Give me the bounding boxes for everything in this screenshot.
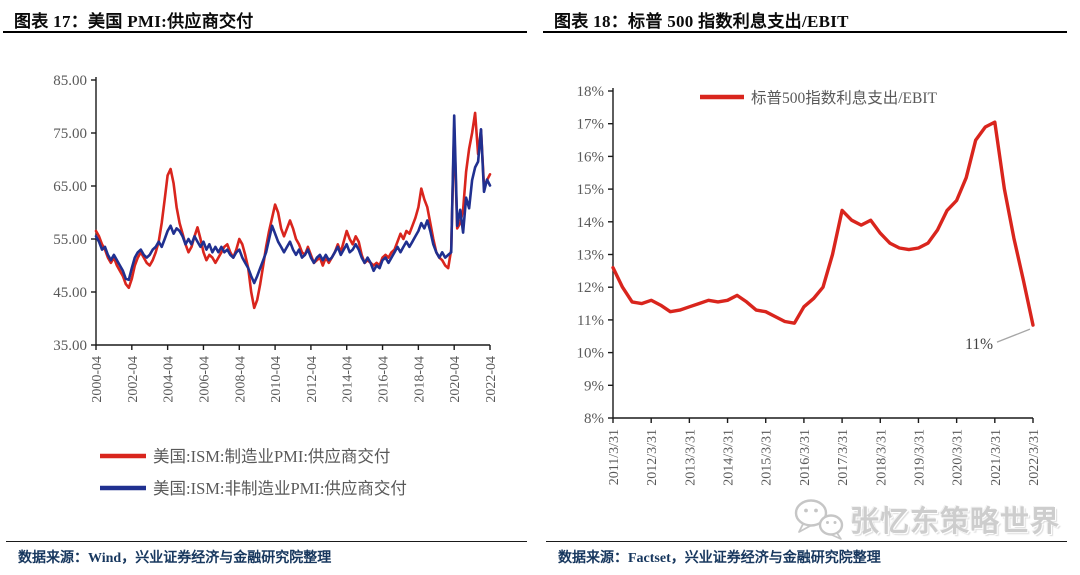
y-tick-label: 12% (577, 280, 605, 296)
y-tick-label: 55.00 (53, 232, 87, 248)
x-tick-label: 2013/3/31 (683, 429, 698, 486)
y-tick-label: 85.00 (53, 73, 87, 89)
axes (608, 88, 1034, 423)
y-tick-label: 13% (577, 248, 605, 264)
x-tick-label: 2004-04 (162, 356, 177, 403)
chart17-title-rule (3, 31, 527, 33)
x-tick-label: 2010-04 (269, 356, 284, 403)
chart17-title: 图表 17：美国 PMI:供应商交付 (14, 12, 254, 31)
chart18-footer-rule (546, 541, 1067, 542)
x-tick-label: 2017/3/31 (836, 429, 851, 486)
legend-label: 美国:ISM:非制造业PMI:供应商交付 (153, 479, 407, 498)
y-tick-label: 10% (577, 346, 605, 362)
chart18-title-rule (543, 31, 1067, 33)
y-tick-label: 75.00 (53, 126, 87, 142)
chart18-sp500-interest-ebit: 8% 9% 10% 11% 12% 13% 14% 15% 16% 17% 18% 2011/3/31… (577, 84, 1043, 486)
y-tick-label: 17% (577, 117, 605, 133)
x-tick-label: 2018-04 (412, 356, 427, 403)
x-tick-label: 2006-04 (197, 356, 212, 403)
x-tick-label: 2000-04 (90, 356, 105, 403)
y-tick-label: 15% (577, 182, 605, 198)
x-tick-label: 2016-04 (377, 356, 392, 403)
y-tick-label: 35.00 (53, 338, 87, 354)
x-tick-label: 2011/3/31 (607, 429, 622, 485)
chart17-pmi-supplier-deliveries: 35.00 45.00 55.00 65.00 75.00 85.00 2000-04 200… (53, 73, 499, 498)
y-tick-label: 65.00 (53, 179, 87, 195)
x-tick-label: 2002-04 (126, 356, 141, 403)
legend-item-1: 美国:ISM:非制造业PMI:供应商交付 (100, 479, 407, 498)
y-tick-label: 14% (577, 215, 605, 231)
x-tick-label: 2012/3/31 (645, 429, 660, 486)
y-tick-label: 45.00 (53, 285, 87, 301)
x-tick-label: 2019/3/31 (912, 429, 927, 486)
chart17-source: 数据来源：Wind，兴业证券经济与金融研究院整理 (18, 551, 332, 566)
watermark: 张忆东策略世界 (793, 496, 1080, 542)
x-tick-label: 2018/3/31 (874, 429, 889, 486)
x-tick-label: 2016/3/31 (798, 429, 813, 486)
chart17-footer-rule (6, 541, 527, 542)
x-tick-label: 2022-04 (484, 356, 499, 403)
y-tick-label: 11% (577, 313, 604, 329)
panel-chart-18: 图表 18：标普 500 指数利息支出/EBIT 8% 9% 10% 11% 12% 13… (540, 0, 1080, 575)
annotation-label: 11% (965, 336, 993, 353)
y-tick-label: 8% (584, 411, 604, 427)
legend-label: 标普500指数利息支出/EBIT (751, 89, 938, 107)
x-tick-label: 2012-04 (305, 356, 320, 403)
panel-chart-17: 图表 17：美国 PMI:供应商交付 35.00 45.00 55.00 65.00 7… (3, 12, 527, 566)
x-tick-label: 2021/3/31 (989, 429, 1004, 486)
x-tick-label: 2014/3/31 (722, 429, 737, 486)
legend-item-0: 标普500指数利息支出/EBIT (700, 89, 938, 107)
x-tick-label: 2020/3/31 (951, 429, 966, 486)
y-tick-label: 16% (577, 149, 605, 165)
x-tick-label: 2022/3/31 (1027, 429, 1042, 486)
axes (91, 77, 491, 350)
series-line-1 (94, 114, 492, 285)
series-line-0 (94, 111, 492, 310)
annotation-leader-line (996, 328, 1031, 343)
chart18-source: 数据来源：Factset，兴业证券经济与金融研究院整理 (558, 551, 881, 566)
y-tick-label: 18% (577, 84, 605, 100)
legend-item-0: 美国:ISM:制造业PMI:供应商交付 (100, 447, 390, 466)
x-tick-label: 2014-04 (341, 356, 356, 403)
legend-label: 美国:ISM:制造业PMI:供应商交付 (153, 447, 390, 466)
y-tick-label: 9% (584, 378, 604, 394)
series-line-0 (611, 120, 1035, 327)
x-tick-label: 2015/3/31 (760, 429, 775, 486)
watermark-text: 张忆东策略世界 (850, 506, 1061, 538)
x-tick-label: 2020-04 (448, 356, 463, 403)
chart18-title: 图表 18：标普 500 指数利息支出/EBIT (554, 12, 849, 31)
x-tick-label: 2008-04 (233, 356, 248, 403)
wechat-icon (794, 499, 844, 540)
